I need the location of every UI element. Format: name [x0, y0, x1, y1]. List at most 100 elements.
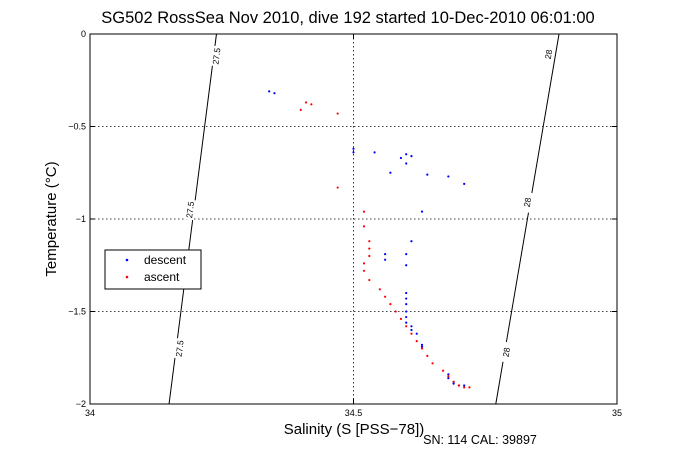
ascent-point	[431, 362, 434, 365]
descent-point	[405, 253, 408, 256]
contour-label: 28	[499, 341, 513, 363]
descent-point	[405, 153, 408, 156]
descent-point	[405, 315, 408, 319]
legend-marker-descent	[125, 258, 129, 262]
y-axis-label: Temperature (°C)	[43, 161, 60, 276]
ascent-point	[362, 210, 366, 213]
descent-point	[405, 303, 408, 306]
descent-point	[405, 297, 408, 300]
ascent-point	[362, 269, 366, 272]
ascent-point	[389, 303, 392, 306]
x-tick-label: 35	[612, 408, 622, 418]
descent-point	[373, 151, 376, 154]
descent-point	[447, 175, 450, 178]
descent-point	[352, 151, 355, 154]
ascent-point	[441, 369, 445, 372]
ascent-point	[310, 103, 313, 106]
descent-point	[352, 147, 355, 150]
descent-point	[452, 382, 455, 385]
descent-point	[420, 345, 424, 348]
descent-point	[405, 162, 408, 165]
ascent-point	[384, 295, 387, 298]
ascent-point	[368, 240, 371, 243]
x-axis-label: Salinity (S [PSS−78])	[284, 421, 424, 438]
ascent-point	[362, 262, 366, 265]
svg-text:27.5: 27.5	[174, 339, 186, 357]
descent-point	[389, 171, 392, 174]
descent-point	[463, 384, 466, 387]
ascent-point	[457, 384, 460, 387]
legend-box	[104, 249, 202, 290]
ascent-point	[405, 325, 408, 328]
descent-point	[415, 332, 418, 335]
legend: descent ascent	[104, 249, 202, 290]
chart-title: SG502 RossSea Nov 2010, dive 192 started…	[101, 9, 595, 27]
descent-point	[447, 373, 450, 376]
contour-label: 27.5	[210, 45, 223, 67]
descent-point	[405, 264, 408, 267]
legend-marker-ascent	[125, 275, 129, 279]
axis-ticks: 34 34.5 35 0 −0.5 −1 −1.5 −2	[68, 29, 622, 418]
descent-point	[410, 155, 413, 158]
descent-point	[405, 291, 408, 295]
ascent-point	[394, 310, 397, 313]
plot-area: 27.5 27.5 27.5 28 28 28 34 34.5 35 0 −0.5 −1 −1.5 −2	[68, 29, 622, 418]
contour-label: 28	[541, 43, 556, 66]
svg-text:27.5: 27.5	[184, 201, 196, 219]
legend-label-ascent: ascent	[144, 270, 180, 284]
descent-point	[273, 92, 276, 95]
y-tick-label: −1	[76, 214, 86, 224]
ascent-point	[336, 112, 339, 115]
density-contours: 27.5 27.5 27.5 28 28 28	[168, 33, 560, 405]
ascent-point	[304, 101, 308, 104]
ascent-point	[399, 317, 403, 320]
svg-text:27.5: 27.5	[210, 47, 222, 65]
descent-point	[410, 240, 413, 243]
descent-point	[420, 343, 424, 346]
ascent-point	[368, 278, 371, 282]
ascent-point	[420, 347, 424, 350]
ascent-point	[426, 354, 429, 357]
data-points	[268, 90, 471, 389]
ascent-point	[368, 247, 371, 250]
ascent-point	[368, 254, 371, 258]
descent-point	[384, 258, 387, 261]
contour-label: 27.5	[183, 199, 197, 221]
ascent-point	[299, 108, 302, 111]
y-tick-label: −1.5	[68, 307, 86, 317]
x-tick-label: 34	[85, 408, 95, 418]
descent-point	[420, 210, 424, 213]
y-tick-label: −0.5	[68, 122, 86, 132]
ascent-point	[468, 386, 471, 389]
ascent-point	[410, 332, 413, 335]
ascent-point	[378, 288, 381, 291]
descent-point	[410, 325, 413, 328]
ascent-point	[336, 186, 339, 189]
contour-label: 27.5	[173, 337, 186, 360]
ascent-point	[463, 386, 466, 389]
ascent-point	[452, 380, 455, 383]
grid-lines	[90, 34, 617, 404]
descent-point	[384, 253, 387, 256]
descent-point	[405, 321, 408, 324]
svg-text:28: 28	[501, 346, 512, 357]
x-tick-label: 34.5	[345, 408, 363, 418]
descent-point	[399, 156, 403, 160]
descent-point	[463, 182, 466, 185]
y-tick-label: 0	[81, 29, 86, 39]
descent-point	[268, 90, 271, 93]
descent-point	[410, 328, 413, 332]
y-tick-label: −2	[76, 399, 86, 409]
ascent-point	[362, 225, 366, 228]
legend-label-descent: descent	[144, 253, 187, 267]
descent-point	[447, 377, 450, 380]
svg-text:28: 28	[522, 197, 533, 208]
ascent-point	[447, 375, 450, 378]
serial-calibration-label: SN: 114 CAL: 39897	[423, 433, 537, 447]
descent-point	[426, 173, 429, 176]
ascent-point	[415, 340, 418, 343]
descent-point	[405, 310, 408, 313]
contour-label: 28	[520, 191, 535, 214]
svg-text:28: 28	[543, 49, 554, 60]
